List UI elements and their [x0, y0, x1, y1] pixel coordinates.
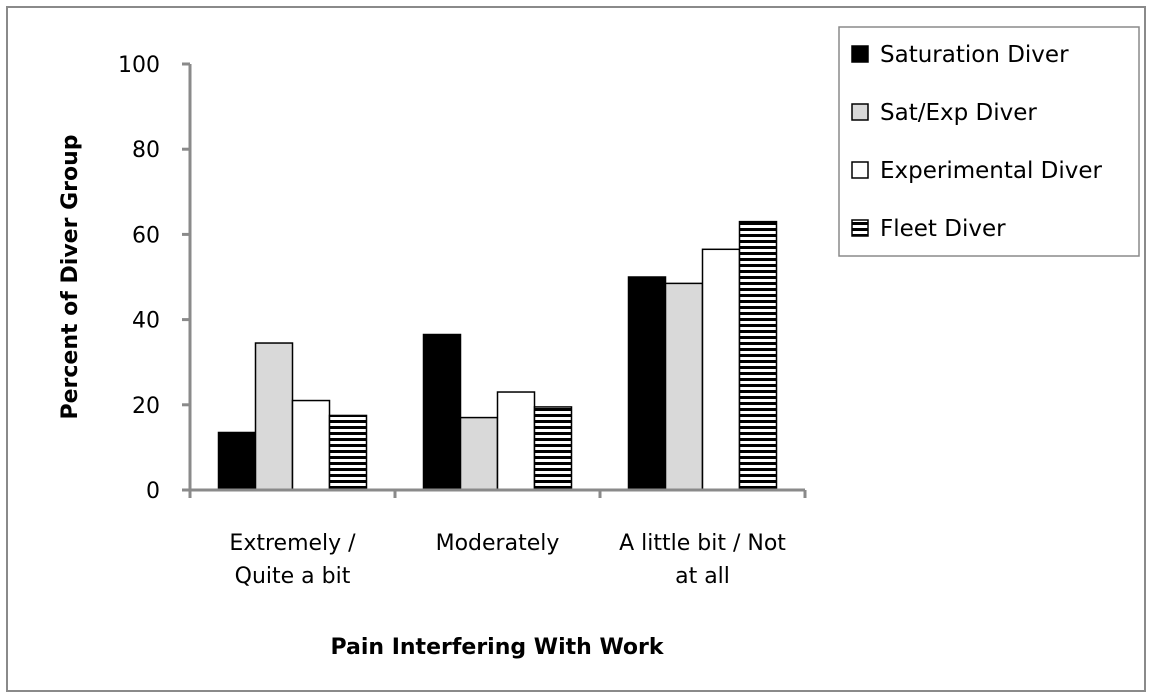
legend: Saturation Diver Sat/Exp Diver Experimenta… [838, 26, 1140, 257]
bar [217, 431, 257, 491]
bar [496, 391, 536, 491]
y-tick-label: 0 [146, 479, 160, 504]
y-tick-label: 20 [132, 394, 160, 419]
x-tick-label: Extremely / Quite a bit [229, 531, 356, 589]
bar [664, 282, 704, 491]
legend-swatch [851, 219, 869, 237]
bar [291, 399, 331, 491]
legend-label: Experimental Diver [880, 158, 1103, 184]
legend-box [838, 26, 1140, 257]
bar [328, 414, 368, 491]
legend-label: Sat/Exp Diver [880, 100, 1037, 126]
legend-swatch [851, 45, 869, 63]
bar [533, 406, 573, 491]
bar [627, 276, 667, 491]
bar [701, 248, 741, 491]
y-axis-title: Percent of Diver Group [58, 134, 83, 419]
bar [422, 333, 462, 491]
legend-label: Fleet Diver [880, 216, 1006, 242]
x-tick-label: Moderately [436, 531, 560, 556]
y-tick-label: 60 [132, 223, 160, 248]
legend-label: Saturation Diver [880, 42, 1069, 68]
bar [738, 220, 778, 491]
legend-swatch [851, 103, 869, 121]
x-tick-label: A little bit / Not at all [619, 531, 786, 589]
y-tick-label: 40 [132, 309, 160, 334]
bar [254, 342, 294, 491]
bar [459, 416, 499, 491]
x-axis-title: Pain Interfering With Work [330, 635, 664, 660]
y-tick-label: 100 [118, 53, 160, 78]
legend-swatch [851, 161, 869, 179]
y-tick-label: 80 [132, 138, 160, 163]
